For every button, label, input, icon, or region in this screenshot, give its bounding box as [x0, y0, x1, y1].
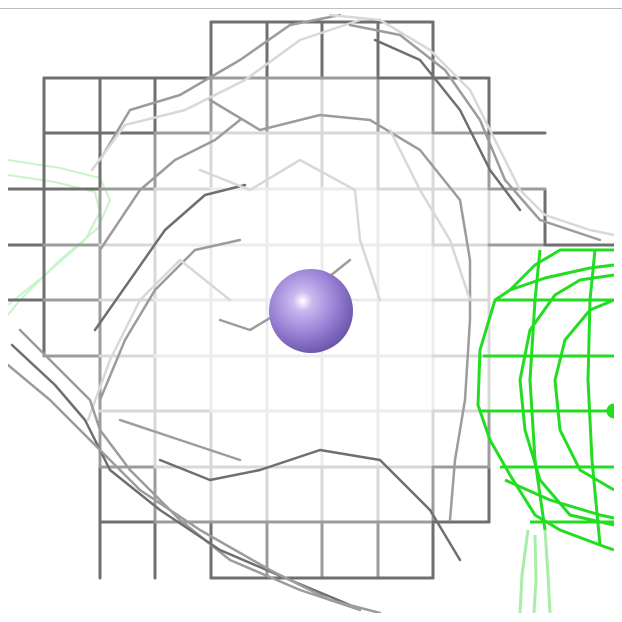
ligand-mesh-green: [476, 248, 614, 552]
ligand-ring: [504, 478, 614, 520]
contour-strand: [118, 418, 242, 462]
contour-strand: [198, 158, 382, 302]
contour-strand: [18, 328, 362, 612]
contour-strand: [93, 183, 247, 332]
viewport-top-border: [0, 8, 622, 9]
contour-strand: [98, 13, 342, 162]
ligand-mesh-faint-left: [8, 159, 112, 316]
contour-strand: [8, 363, 382, 613]
ligand-atom-node: [606, 403, 614, 419]
ion-atom-sphere[interactable]: [269, 269, 353, 353]
contour-strand: [90, 18, 362, 172]
contour-strand: [348, 23, 602, 242]
contour-strand: [98, 238, 242, 402]
ligand-rib: [553, 298, 614, 492]
ligand-rib: [528, 249, 547, 531]
density-contour-strands: [8, 13, 614, 613]
contour-strand: [10, 343, 352, 607]
ligand-outline: [476, 248, 614, 552]
ligand-mesh-trail: [518, 529, 552, 613]
contour-strand: [388, 128, 472, 302]
contour-strand: [208, 98, 472, 522]
contour-strand: [98, 118, 242, 252]
contour-strand: [86, 258, 232, 422]
ligand-rib: [586, 249, 602, 546]
ligand-ring: [509, 263, 614, 292]
contour-strand: [373, 38, 522, 212]
contour-strand: [328, 13, 614, 237]
contour-strand: [158, 448, 462, 562]
